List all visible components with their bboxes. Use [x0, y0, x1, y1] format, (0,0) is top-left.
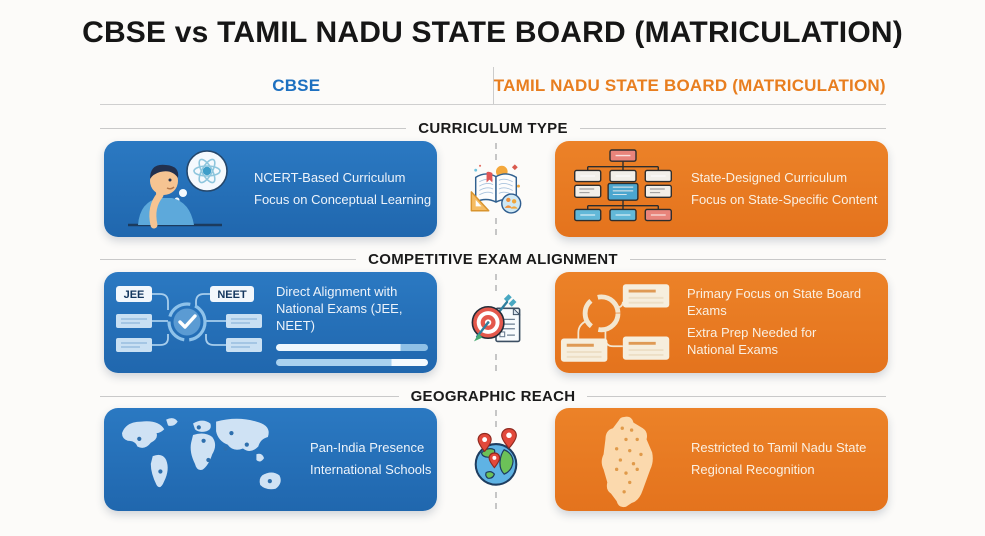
progress-bar [276, 358, 428, 366]
tamil-nadu-map-illustration [601, 416, 653, 507]
column-headers: CBSE TAMIL NADU STATE BOARD (MATRICULATI… [100, 67, 886, 105]
curriculum-type-row: NCERT-Based Curriculum Focus on Conceptu… [104, 141, 888, 237]
thinking-student-illustration [128, 150, 228, 229]
globe-pins-icon [474, 428, 518, 486]
world-map-illustration [122, 417, 281, 489]
curriculum-flowchart-illustration [574, 149, 672, 222]
card-line: Focus on Conceptual Learning [254, 191, 432, 207]
jee-badge-label: JEE [124, 289, 145, 301]
dashed-divider [495, 143, 497, 160]
card-line: Extra Prep Needed for National Exams [687, 325, 817, 357]
target-document-icon [471, 294, 521, 343]
card-line: Primary Focus on State Board Exams [687, 286, 862, 319]
card-line: International Schools [310, 462, 432, 477]
card-line: Regional Recognition [691, 462, 815, 477]
dashed-divider [495, 354, 497, 371]
section-heading-competitive-exam-alignment: COMPETITIVE EXAM ALIGNMENT [100, 250, 886, 268]
geographic-reach-row: Pan-India Presence International Schools [104, 408, 888, 511]
tn-exam-text: Primary Focus on State Board Exams Extra… [687, 281, 865, 364]
card-line: Direct Alignment with National Exams (JE… [276, 284, 403, 333]
card-line: Restricted to Tamil Nadu State [691, 440, 867, 456]
card-line: State-Designed Curriculum [691, 169, 848, 185]
tn-curriculum-text: State-Designed Curriculum Focus on State… [691, 165, 877, 214]
cbse-curriculum-card: NCERT-Based Curriculum Focus on Conceptu… [104, 141, 437, 237]
open-book-icon [470, 164, 522, 214]
divider-line [100, 127, 407, 129]
tn-curriculum-card: State-Designed Curriculum Focus on State… [555, 141, 888, 237]
cbse-column-header: CBSE [272, 75, 321, 95]
tn-column-header: TAMIL NADU STATE BOARD (MATRICULATION) [492, 67, 887, 104]
dashed-divider [495, 410, 497, 427]
competitive-exam-row: JEE NEET Direct Alignment with National … [104, 272, 888, 373]
progress-bar [276, 343, 428, 351]
cbse-curriculum-text: NCERT-Based Curriculum Focus on Conceptu… [254, 165, 431, 214]
section-heading-geographic-reach: GEOGRAPHIC REACH [100, 387, 886, 405]
divider-line [100, 395, 399, 397]
alignment-bars [276, 343, 436, 366]
competitive-exam-icon-column [437, 272, 555, 373]
cbse-geographic-text: Pan-India Presence International Schools [310, 435, 431, 484]
card-line: Pan-India Presence [310, 440, 425, 456]
divider-line [100, 258, 357, 260]
tn-exam-card: Primary Focus on State Board Exams Extra… [555, 272, 888, 373]
tn-geographic-text: Restricted to Tamil Nadu State Regional … [691, 435, 866, 484]
tn-geographic-card: Restricted to Tamil Nadu State Regional … [555, 408, 888, 511]
exam-alignment-diagram: JEE NEET [116, 285, 262, 352]
dashed-divider [495, 218, 497, 235]
cbse-geographic-card: Pan-India Presence International Schools [104, 408, 437, 511]
card-line: Focus on State-Specific Content [691, 191, 878, 207]
section-heading-curriculum-type: CURRICULUM TYPE [100, 119, 886, 137]
card-line: NCERT-Based Curriculum [254, 169, 406, 185]
divider-line [629, 258, 886, 260]
exam-focus-diagram [560, 283, 670, 362]
dashed-divider [495, 492, 497, 509]
neet-badge-label: NEET [217, 289, 247, 301]
geographic-reach-icon-column [437, 408, 555, 511]
cbse-exam-text: Direct Alignment with National Exams (JE… [276, 279, 436, 366]
section-title: CURRICULUM TYPE [418, 119, 568, 137]
section-title: GEOGRAPHIC REACH [410, 387, 576, 405]
cbse-exam-card: JEE NEET Direct Alignment with National … [104, 272, 437, 373]
dashed-divider [495, 274, 497, 291]
curriculum-type-icon-column [437, 141, 555, 237]
divider-line [579, 127, 886, 129]
section-title: COMPETITIVE EXAM ALIGNMENT [368, 250, 618, 268]
page-title: CBSE vs TAMIL NADU STATE BOARD (MATRICUL… [82, 16, 903, 49]
divider-line [587, 395, 886, 397]
